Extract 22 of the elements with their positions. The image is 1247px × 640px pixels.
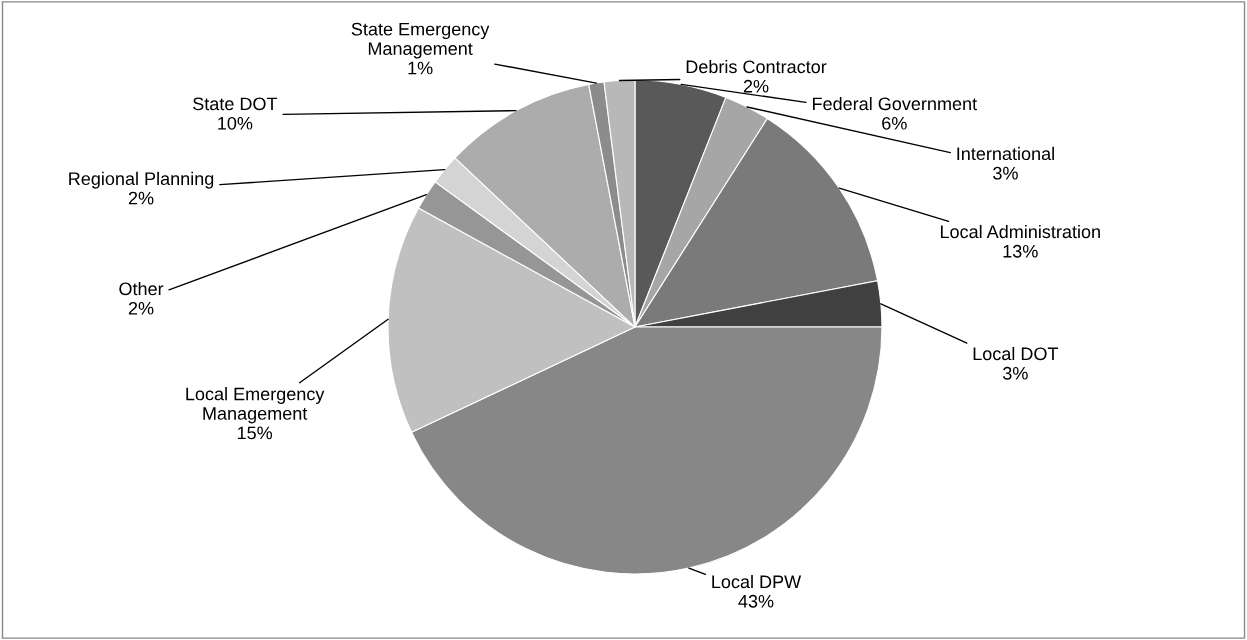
data-label: 15% xyxy=(237,426,273,440)
slice-label: Local DOT xyxy=(973,346,1059,361)
data-label: 2% xyxy=(743,79,769,93)
slice-label: Other xyxy=(119,281,164,296)
slice-label: State Emergency Management xyxy=(351,22,490,59)
data-label: 2% xyxy=(128,191,154,205)
slice-label: State DOT xyxy=(193,97,278,111)
slice-label: Local Administration xyxy=(940,224,1100,239)
slice-label: Regional Planning xyxy=(69,171,214,189)
data-label: 3% xyxy=(993,166,1018,180)
data-label: 43% xyxy=(738,594,774,608)
data-label: 1% xyxy=(408,61,433,75)
data-label: 13% xyxy=(1003,244,1038,258)
slice-label: International xyxy=(957,146,1054,161)
slice-label: Federal Government xyxy=(813,96,977,111)
slice-label: Debris Contractor xyxy=(686,59,827,74)
slice-label: Local Emergency Management xyxy=(186,387,325,424)
data-label: 3% xyxy=(1002,366,1028,380)
data-label: 6% xyxy=(882,116,907,130)
data-label: 10% xyxy=(218,116,253,130)
slice-label: Local DPW xyxy=(712,574,802,589)
data-label: 2% xyxy=(128,301,154,315)
